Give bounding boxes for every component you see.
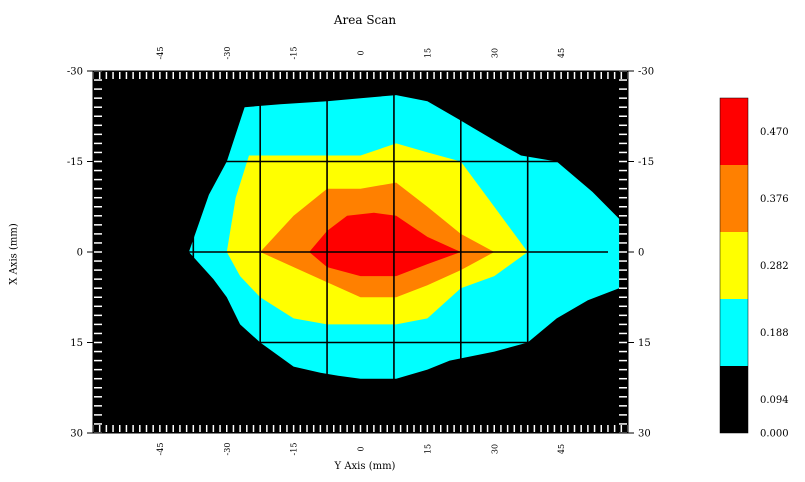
x-tick-label-top: -30 (223, 47, 232, 60)
x-axis-label: Y Axis (mm) (334, 461, 396, 472)
colorbar-swatch (720, 299, 748, 366)
x-tick-label-bottom: 15 (423, 444, 432, 454)
y-tick-label-right: 0 (638, 248, 644, 259)
y-tick-label-left: 15 (70, 338, 83, 349)
colorbar-label: 0.376 (760, 194, 789, 205)
x-tick-label-top: 0 (357, 50, 366, 55)
colorbar-label: 0.188 (760, 328, 789, 339)
colorbar-label: 0.470 (760, 127, 789, 138)
x-tick-label-bottom: -15 (290, 443, 299, 456)
x-tick-label-top: 30 (490, 48, 499, 58)
x-tick-label-top: -45 (156, 47, 165, 60)
contour-band-0.376-0.470 (309, 212, 461, 277)
y-tick-label-right: -30 (638, 67, 654, 78)
colorbar-label: 0.000 (760, 429, 789, 440)
x-tick-label-top: -15 (290, 47, 299, 60)
y-tick-label-left: 0 (77, 248, 83, 259)
colorbar-label: 0.282 (760, 261, 789, 272)
colorbar-swatch (720, 98, 748, 165)
x-tick-label-bottom: -30 (223, 443, 232, 456)
x-tick-label-bottom: 0 (357, 446, 366, 451)
y-tick-label-left: -30 (67, 67, 83, 78)
x-tick-label-top: 15 (423, 48, 432, 58)
x-tick-label-bottom: 45 (557, 444, 566, 454)
chart-title: Area Scan (333, 13, 397, 27)
y-tick-label-left: -15 (67, 157, 83, 168)
colorbar-swatch (720, 366, 748, 433)
y-tick-label-left: 30 (70, 429, 83, 440)
x-tick-label-top: 45 (557, 48, 566, 58)
y-tick-label-right: 30 (638, 429, 651, 440)
y-tick-label-right: 15 (638, 338, 651, 349)
colorbar-border (719, 97, 749, 434)
x-tick-label-bottom: -45 (156, 443, 165, 456)
colorbar-label: 0.094 (760, 395, 789, 406)
x-tick-label-bottom: 30 (490, 444, 499, 454)
y-tick-label-right: -15 (638, 157, 654, 168)
colorbar-swatch (720, 232, 748, 299)
colorbar-swatch (720, 165, 748, 232)
